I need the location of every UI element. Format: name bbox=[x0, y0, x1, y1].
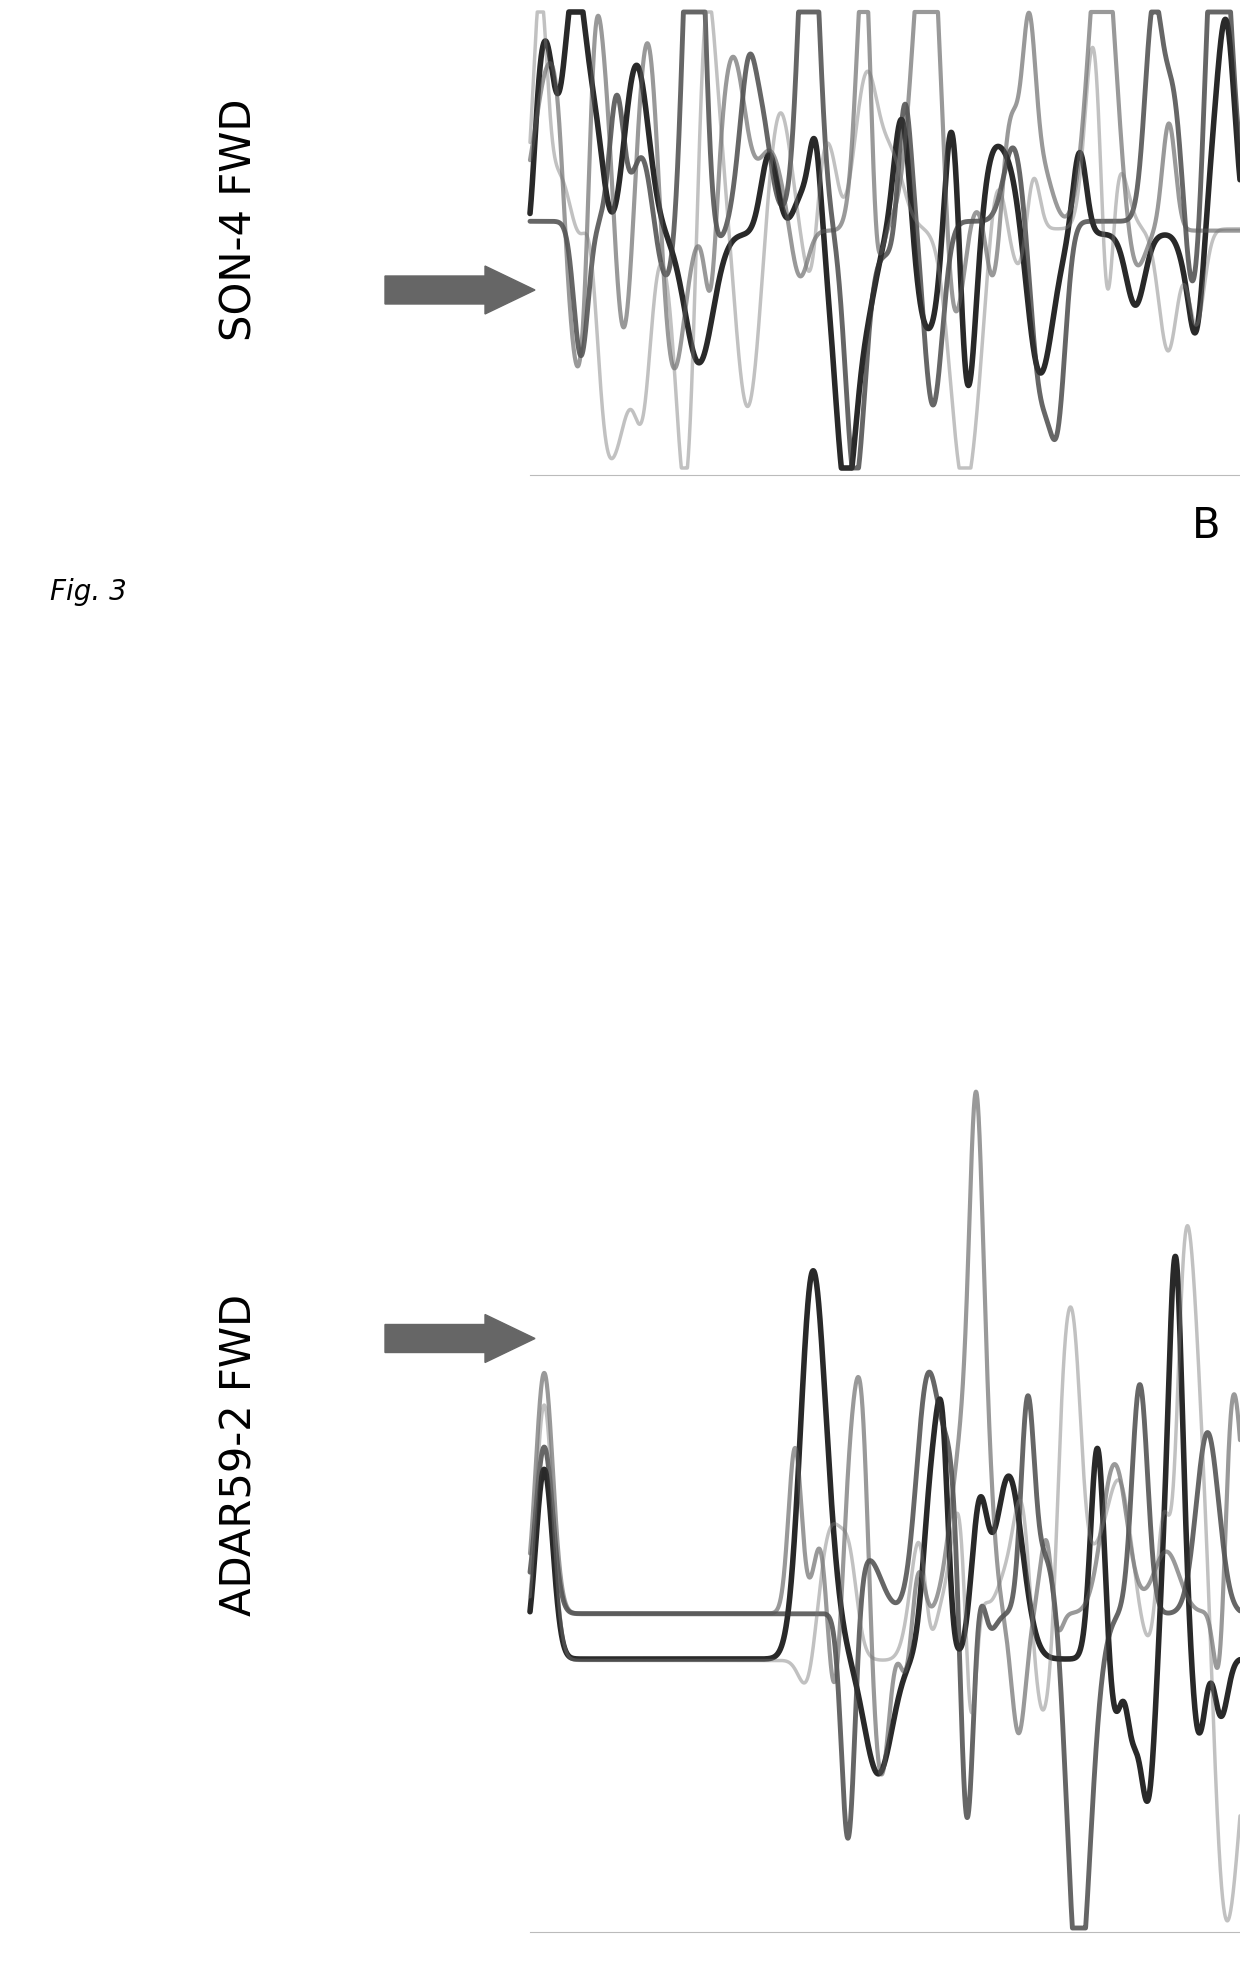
FancyArrow shape bbox=[384, 1314, 534, 1363]
Text: Fig. 3: Fig. 3 bbox=[50, 578, 126, 606]
Text: SON-4 FWD: SON-4 FWD bbox=[219, 98, 260, 341]
FancyArrow shape bbox=[384, 267, 534, 314]
Text: B: B bbox=[1192, 506, 1220, 547]
Text: ADAR59-2 FWD: ADAR59-2 FWD bbox=[219, 1294, 260, 1616]
